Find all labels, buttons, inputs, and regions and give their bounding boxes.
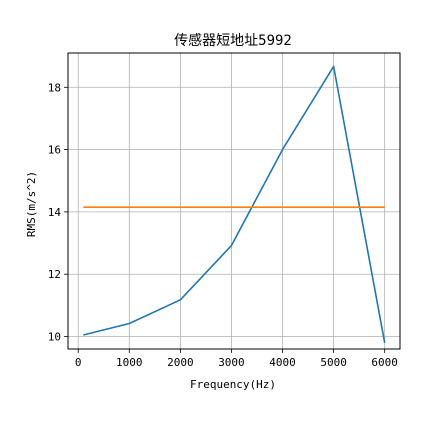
x-tick-label: 4000: [269, 356, 296, 369]
chart-title: 传感器短地址5992: [174, 32, 292, 49]
y-tick-label: 12: [48, 268, 61, 281]
y-axis-label: RMS(m/s^2): [25, 171, 38, 237]
series-line-1: [83, 65, 386, 343]
y-axis: 10 12 14 16 18: [48, 81, 68, 344]
x-tick-label: 3000: [218, 356, 245, 369]
x-tick-label: 1000: [116, 356, 143, 369]
x-tick-label: 6000: [371, 356, 398, 369]
y-tick-label: 10: [48, 331, 61, 344]
x-axis: 0 1000 2000 3000 4000 5000 6000: [75, 349, 398, 369]
grid: [68, 53, 400, 349]
x-tick-label: 2000: [167, 356, 194, 369]
x-tick-label: 5000: [320, 356, 347, 369]
x-axis-label: Frequency(Hz): [190, 378, 276, 391]
y-tick-label: 14: [48, 206, 62, 219]
x-tick-label: 0: [75, 356, 82, 369]
plot-frame: [67, 52, 401, 350]
series-layer: [83, 65, 386, 343]
y-tick-label: 18: [48, 81, 61, 94]
y-tick-label: 16: [48, 144, 61, 157]
